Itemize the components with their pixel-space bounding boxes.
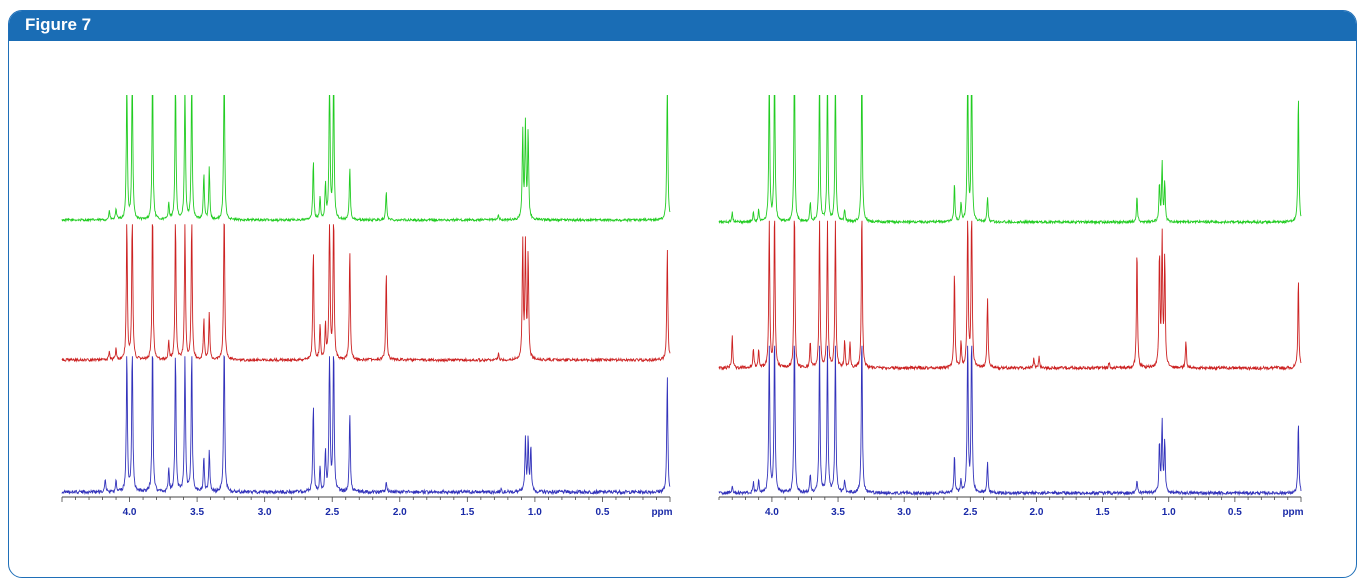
x-tick-label: 3.5 xyxy=(831,507,845,518)
x-tick-label: 4.0 xyxy=(765,507,779,518)
x-tick-label: 0.5 xyxy=(1228,507,1242,518)
x-tick-label: 2.0 xyxy=(1030,507,1044,518)
x-tick-label: 1.0 xyxy=(528,507,542,518)
nmr-spectrum-panel-right: 4.0 3.5 3.0 2.5 2.0 1.5 1.0 0.5 ppm xyxy=(718,95,1304,518)
x-tick-label: 2.5 xyxy=(325,507,339,518)
spectrum-trace xyxy=(718,345,1302,497)
figure-frame: Figure 7 xyxy=(8,10,1357,578)
spectrum-trace xyxy=(718,95,1302,225)
x-tick-label: 2.0 xyxy=(393,507,407,518)
figure-title: Figure 7 xyxy=(25,15,92,34)
x-tick-label: 3.5 xyxy=(190,507,204,518)
x-tick-label: 1.5 xyxy=(460,507,474,518)
x-tick-label: 1.5 xyxy=(1096,507,1110,518)
x-axis-label: ppm xyxy=(1282,507,1303,518)
spectrum-trace xyxy=(718,220,1302,372)
x-tick-label: 3.0 xyxy=(258,507,272,518)
spectrum-trace xyxy=(61,354,671,496)
x-tick-label: 3.0 xyxy=(897,507,911,518)
spectrum-trace xyxy=(61,223,671,363)
x-axis-label: ppm xyxy=(651,507,672,518)
x-tick-label: 2.5 xyxy=(963,507,977,518)
spectrum-trace xyxy=(61,95,671,223)
x-tick-label: 0.5 xyxy=(595,507,609,518)
x-tick-label: 1.0 xyxy=(1162,507,1176,518)
figure-banner: Figure 7 xyxy=(9,11,1356,41)
nmr-spectrum-panel-left: 4.0 3.5 3.0 2.5 2.0 1.5 1.0 0.5 ppm xyxy=(61,95,673,518)
x-tick-label: 4.0 xyxy=(123,507,137,518)
